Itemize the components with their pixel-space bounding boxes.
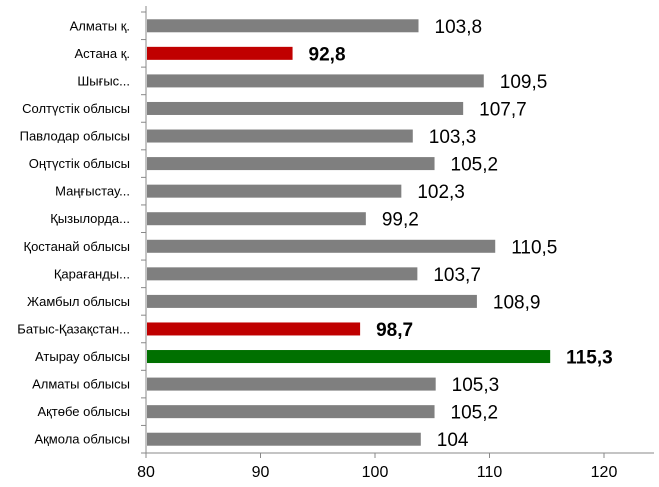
category-label: Қызылорда... xyxy=(50,211,130,226)
category-label: Ақтөбе облысы xyxy=(37,404,130,419)
data-label: 109,5 xyxy=(500,72,548,93)
bar-2 xyxy=(147,74,484,88)
bar-13 xyxy=(147,377,436,391)
x-tick-label: 110 xyxy=(477,464,503,481)
bar-3 xyxy=(147,101,464,115)
category-label: Жамбыл облысы xyxy=(27,294,130,309)
data-label: 115,3 xyxy=(566,348,613,369)
bar-1 xyxy=(147,46,293,60)
bar-5 xyxy=(147,157,435,171)
data-label: 102,3 xyxy=(417,182,465,203)
data-label: 105,3 xyxy=(452,375,500,396)
bar-14 xyxy=(147,405,435,419)
data-label: 99,2 xyxy=(382,210,419,231)
bar-10 xyxy=(147,294,477,308)
category-label: Атырау облысы xyxy=(35,349,130,364)
data-label: 105,2 xyxy=(451,155,499,176)
data-label: 92,8 xyxy=(309,44,346,65)
x-tick-label: 100 xyxy=(362,464,389,481)
category-label: Ақмола облысы xyxy=(34,432,130,447)
category-label: Шығыс... xyxy=(77,73,130,88)
category-label: Астана қ. xyxy=(74,46,130,61)
category-label: Қостанай облысы xyxy=(24,239,131,254)
data-label: 103,3 xyxy=(429,127,477,148)
category-label: Алматы облысы xyxy=(32,377,130,392)
data-label: 107,7 xyxy=(479,99,527,120)
bar-6 xyxy=(147,184,402,198)
label-layer: 80 90 100 110 120 Алматы қ. 103,8 Астана қ. 92,8… xyxy=(17,17,617,481)
bar-9 xyxy=(147,267,418,281)
category-label: Алматы қ. xyxy=(70,18,130,33)
bar-7 xyxy=(147,212,366,226)
category-label: Солтүстік облысы xyxy=(22,101,130,116)
axis-layer xyxy=(141,6,654,458)
data-label: 103,7 xyxy=(433,265,481,286)
x-tick-label: 120 xyxy=(591,464,618,481)
data-label: 98,7 xyxy=(376,320,413,341)
data-label: 110,5 xyxy=(511,237,557,258)
bar-4 xyxy=(147,129,413,143)
category-label: Батыс-Қазақстан... xyxy=(17,321,130,336)
data-label: 104 xyxy=(437,430,469,451)
x-tick-label: 80 xyxy=(137,464,155,481)
x-tick-label: 90 xyxy=(252,464,270,481)
category-label: Оңтүстік облысы xyxy=(29,156,130,171)
bar-12 xyxy=(147,350,551,364)
bar-11 xyxy=(147,322,361,336)
category-label: Маңғыстау... xyxy=(55,184,130,199)
data-label: 108,9 xyxy=(493,292,541,313)
bar-0 xyxy=(147,19,419,33)
bar-8 xyxy=(147,239,496,253)
bar-layer xyxy=(147,19,551,446)
bar-15 xyxy=(147,432,421,446)
category-label: Павлодар облысы xyxy=(20,129,130,144)
data-label: 105,2 xyxy=(451,403,499,424)
data-label: 103,8 xyxy=(435,17,483,38)
category-label: Қарағанды... xyxy=(54,266,130,281)
